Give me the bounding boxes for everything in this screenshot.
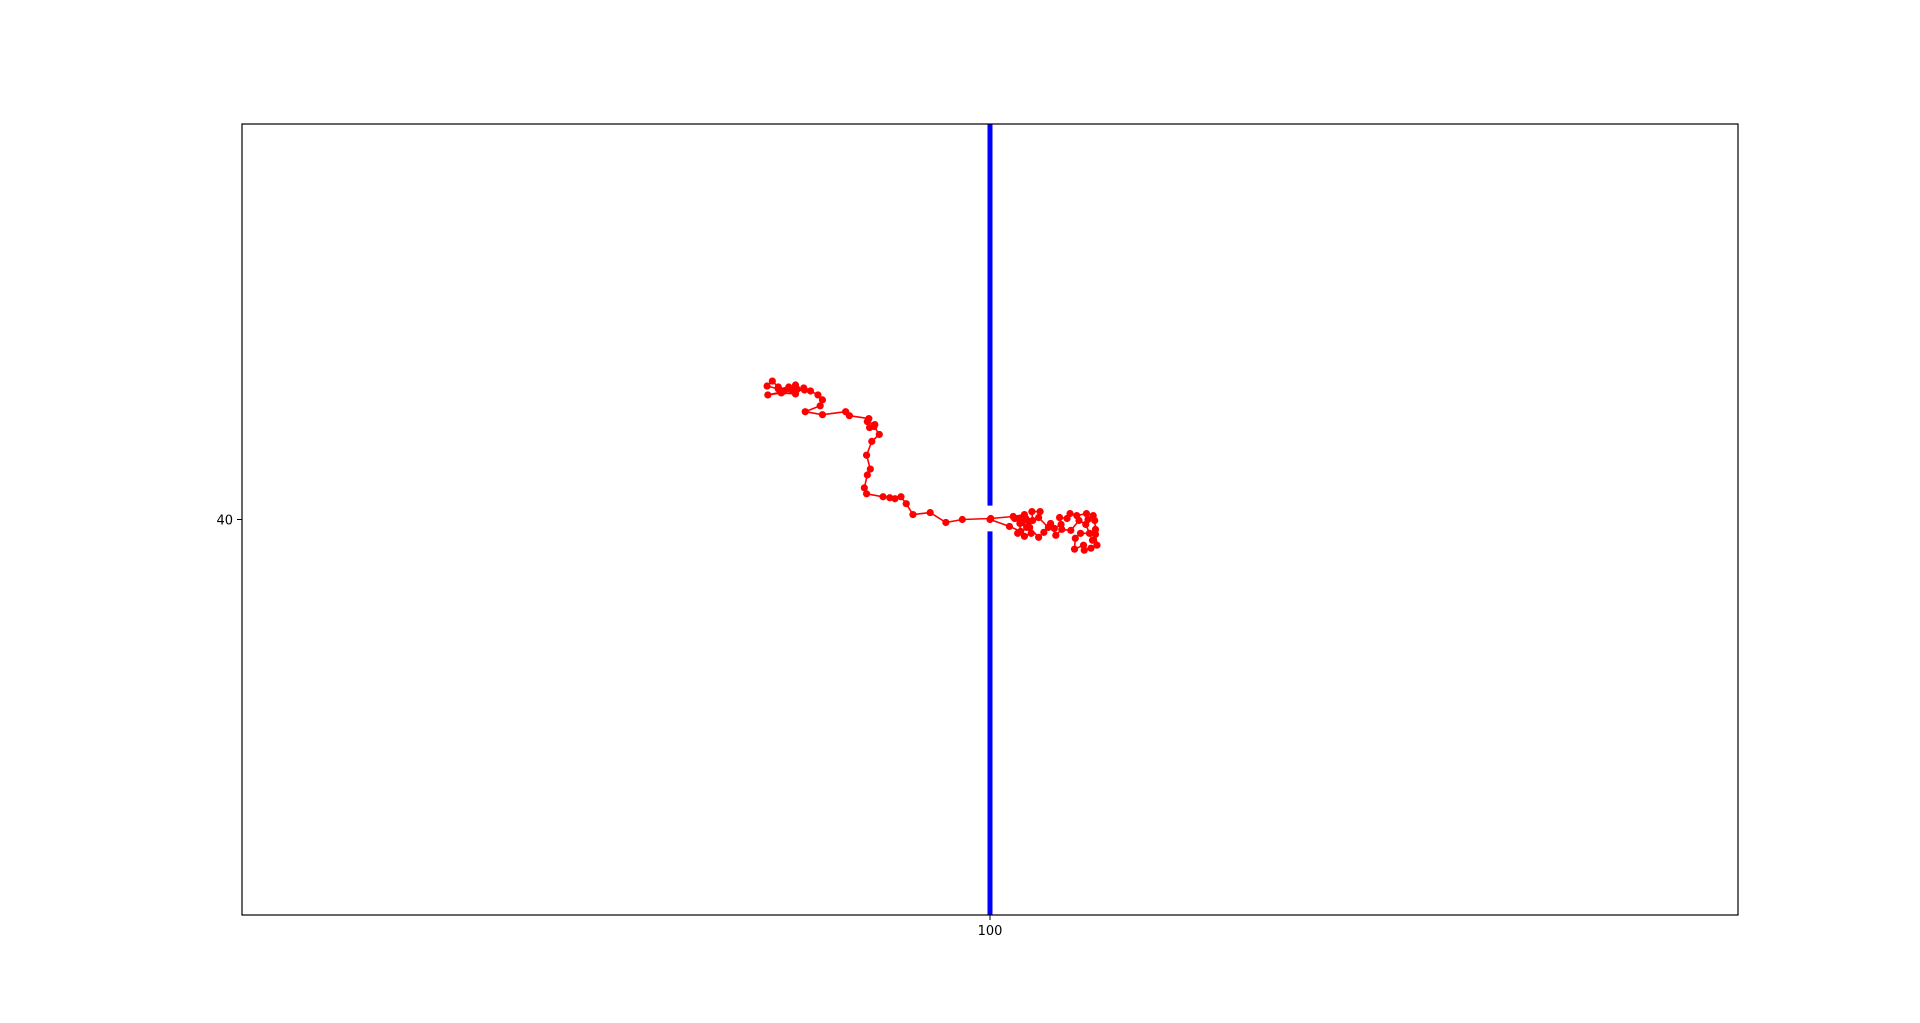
data-point <box>1020 510 1029 519</box>
data-point <box>1023 523 1031 532</box>
data-point <box>987 514 995 523</box>
data-point <box>875 430 883 439</box>
data-point <box>777 389 785 397</box>
data-point <box>763 382 771 390</box>
data-point <box>1028 507 1036 516</box>
data-point <box>1044 523 1052 532</box>
data-point <box>1027 529 1035 537</box>
data-point <box>1085 529 1094 537</box>
data-point <box>1067 526 1075 534</box>
data-point <box>862 451 871 459</box>
data-point <box>1079 541 1088 549</box>
data-point <box>1076 529 1085 537</box>
data-point <box>800 384 808 392</box>
data-point <box>1050 524 1058 532</box>
data-point <box>1035 513 1043 522</box>
data-point <box>1084 515 1092 524</box>
data-point <box>1052 531 1060 539</box>
data-point <box>1087 544 1095 552</box>
data-point <box>1005 522 1014 531</box>
data-point <box>1036 507 1044 516</box>
data-point <box>1035 533 1043 541</box>
data-point <box>1073 511 1081 520</box>
data-point <box>886 494 894 502</box>
data-point <box>866 465 874 473</box>
data-point <box>1091 525 1100 533</box>
data-point <box>865 423 874 432</box>
data-point <box>1091 530 1100 538</box>
data-point <box>865 415 873 423</box>
data-point <box>816 402 824 410</box>
data-point <box>1088 536 1097 544</box>
data-point <box>806 387 815 395</box>
data-point <box>879 493 887 501</box>
data-point <box>791 390 800 398</box>
data-point <box>1018 518 1026 527</box>
y-tick-label: 40 <box>216 514 233 529</box>
data-point <box>942 518 950 527</box>
data-point <box>1070 545 1079 553</box>
data-point <box>842 408 850 416</box>
data-point <box>814 391 822 399</box>
data-point <box>902 500 910 508</box>
data-point <box>768 377 776 385</box>
data-point <box>1089 511 1097 520</box>
data-point <box>791 381 800 389</box>
data-point <box>818 411 827 419</box>
data-point <box>1040 528 1048 536</box>
data-point <box>868 437 876 445</box>
data-point <box>1093 541 1101 549</box>
data-point <box>818 396 827 404</box>
data-point <box>764 391 772 399</box>
data-point <box>863 471 871 479</box>
data-point <box>1055 513 1064 522</box>
data-point <box>1025 517 1033 526</box>
data-point <box>1063 514 1071 523</box>
plot-area <box>763 124 1101 915</box>
data-point <box>801 408 809 416</box>
data-point <box>1071 534 1079 542</box>
data-point <box>926 508 934 517</box>
data-point <box>1082 509 1091 518</box>
data-point <box>958 515 966 524</box>
data-point <box>1020 532 1029 540</box>
data-point <box>860 484 868 492</box>
data-point <box>1057 520 1065 529</box>
data-point <box>909 510 917 519</box>
data-point <box>862 490 871 498</box>
data-point <box>897 493 905 501</box>
data-point <box>1014 529 1022 537</box>
x-tick-label: 100 <box>978 924 1003 939</box>
axis-ticks: 100 40 <box>216 514 1002 940</box>
data-point <box>871 420 879 429</box>
data-point <box>1009 512 1017 521</box>
data-point <box>774 383 782 391</box>
